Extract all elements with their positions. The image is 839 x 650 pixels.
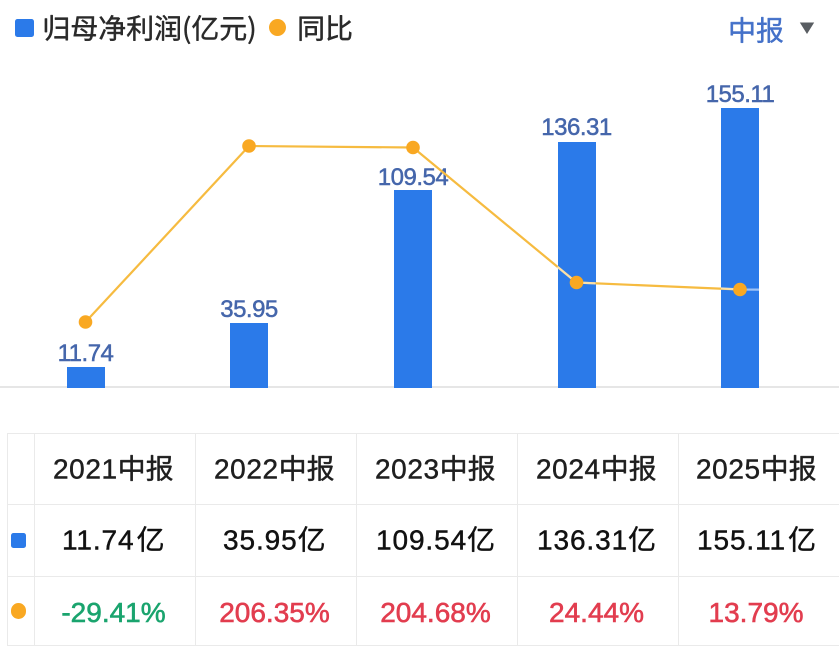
svg-text:2024: 2024: [536, 454, 601, 485]
svg-text:155.11: 155.11: [697, 525, 786, 556]
svg-text:2022: 2022: [214, 454, 279, 485]
svg-text:35.95: 35.95: [223, 525, 298, 556]
svg-text:2021: 2021: [53, 454, 118, 485]
svg-text:109.54: 109.54: [376, 525, 467, 556]
svg-text:11.74: 11.74: [62, 525, 135, 556]
svg-text:2025: 2025: [696, 454, 761, 485]
svg-text:136.31: 136.31: [537, 525, 628, 556]
svg-text:2023: 2023: [375, 454, 440, 485]
